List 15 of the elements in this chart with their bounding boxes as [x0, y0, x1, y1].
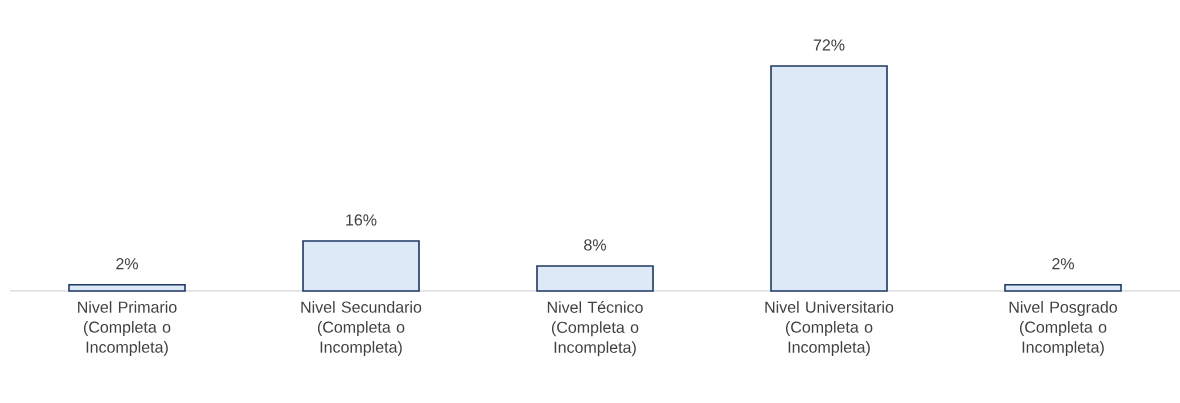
bar: [302, 240, 420, 292]
x-tick-label: Nivel Primario (Completa o Incompleta): [78, 301, 177, 356]
data-label: 16%: [346, 214, 377, 226]
x-tick-label: Nivel Posgrado (Completa o Incompleta): [1009, 301, 1117, 356]
bar: [1004, 283, 1122, 292]
x-tick-label: Nivel Universitario (Completa o Incompleta): [765, 301, 894, 356]
x-tick-label: Nivel Técnico (Completa o Incompleta): [547, 301, 643, 357]
x-tick-label: Nivel Secundario (Completa o Incompleta): [301, 301, 422, 356]
data-label: 8%: [584, 239, 606, 251]
data-label: 2%: [1052, 258, 1074, 270]
bar: [68, 283, 186, 292]
data-label: 72%: [813, 39, 845, 51]
bar: [770, 65, 888, 292]
bar: [536, 265, 654, 292]
data-label: 2%: [116, 258, 138, 270]
